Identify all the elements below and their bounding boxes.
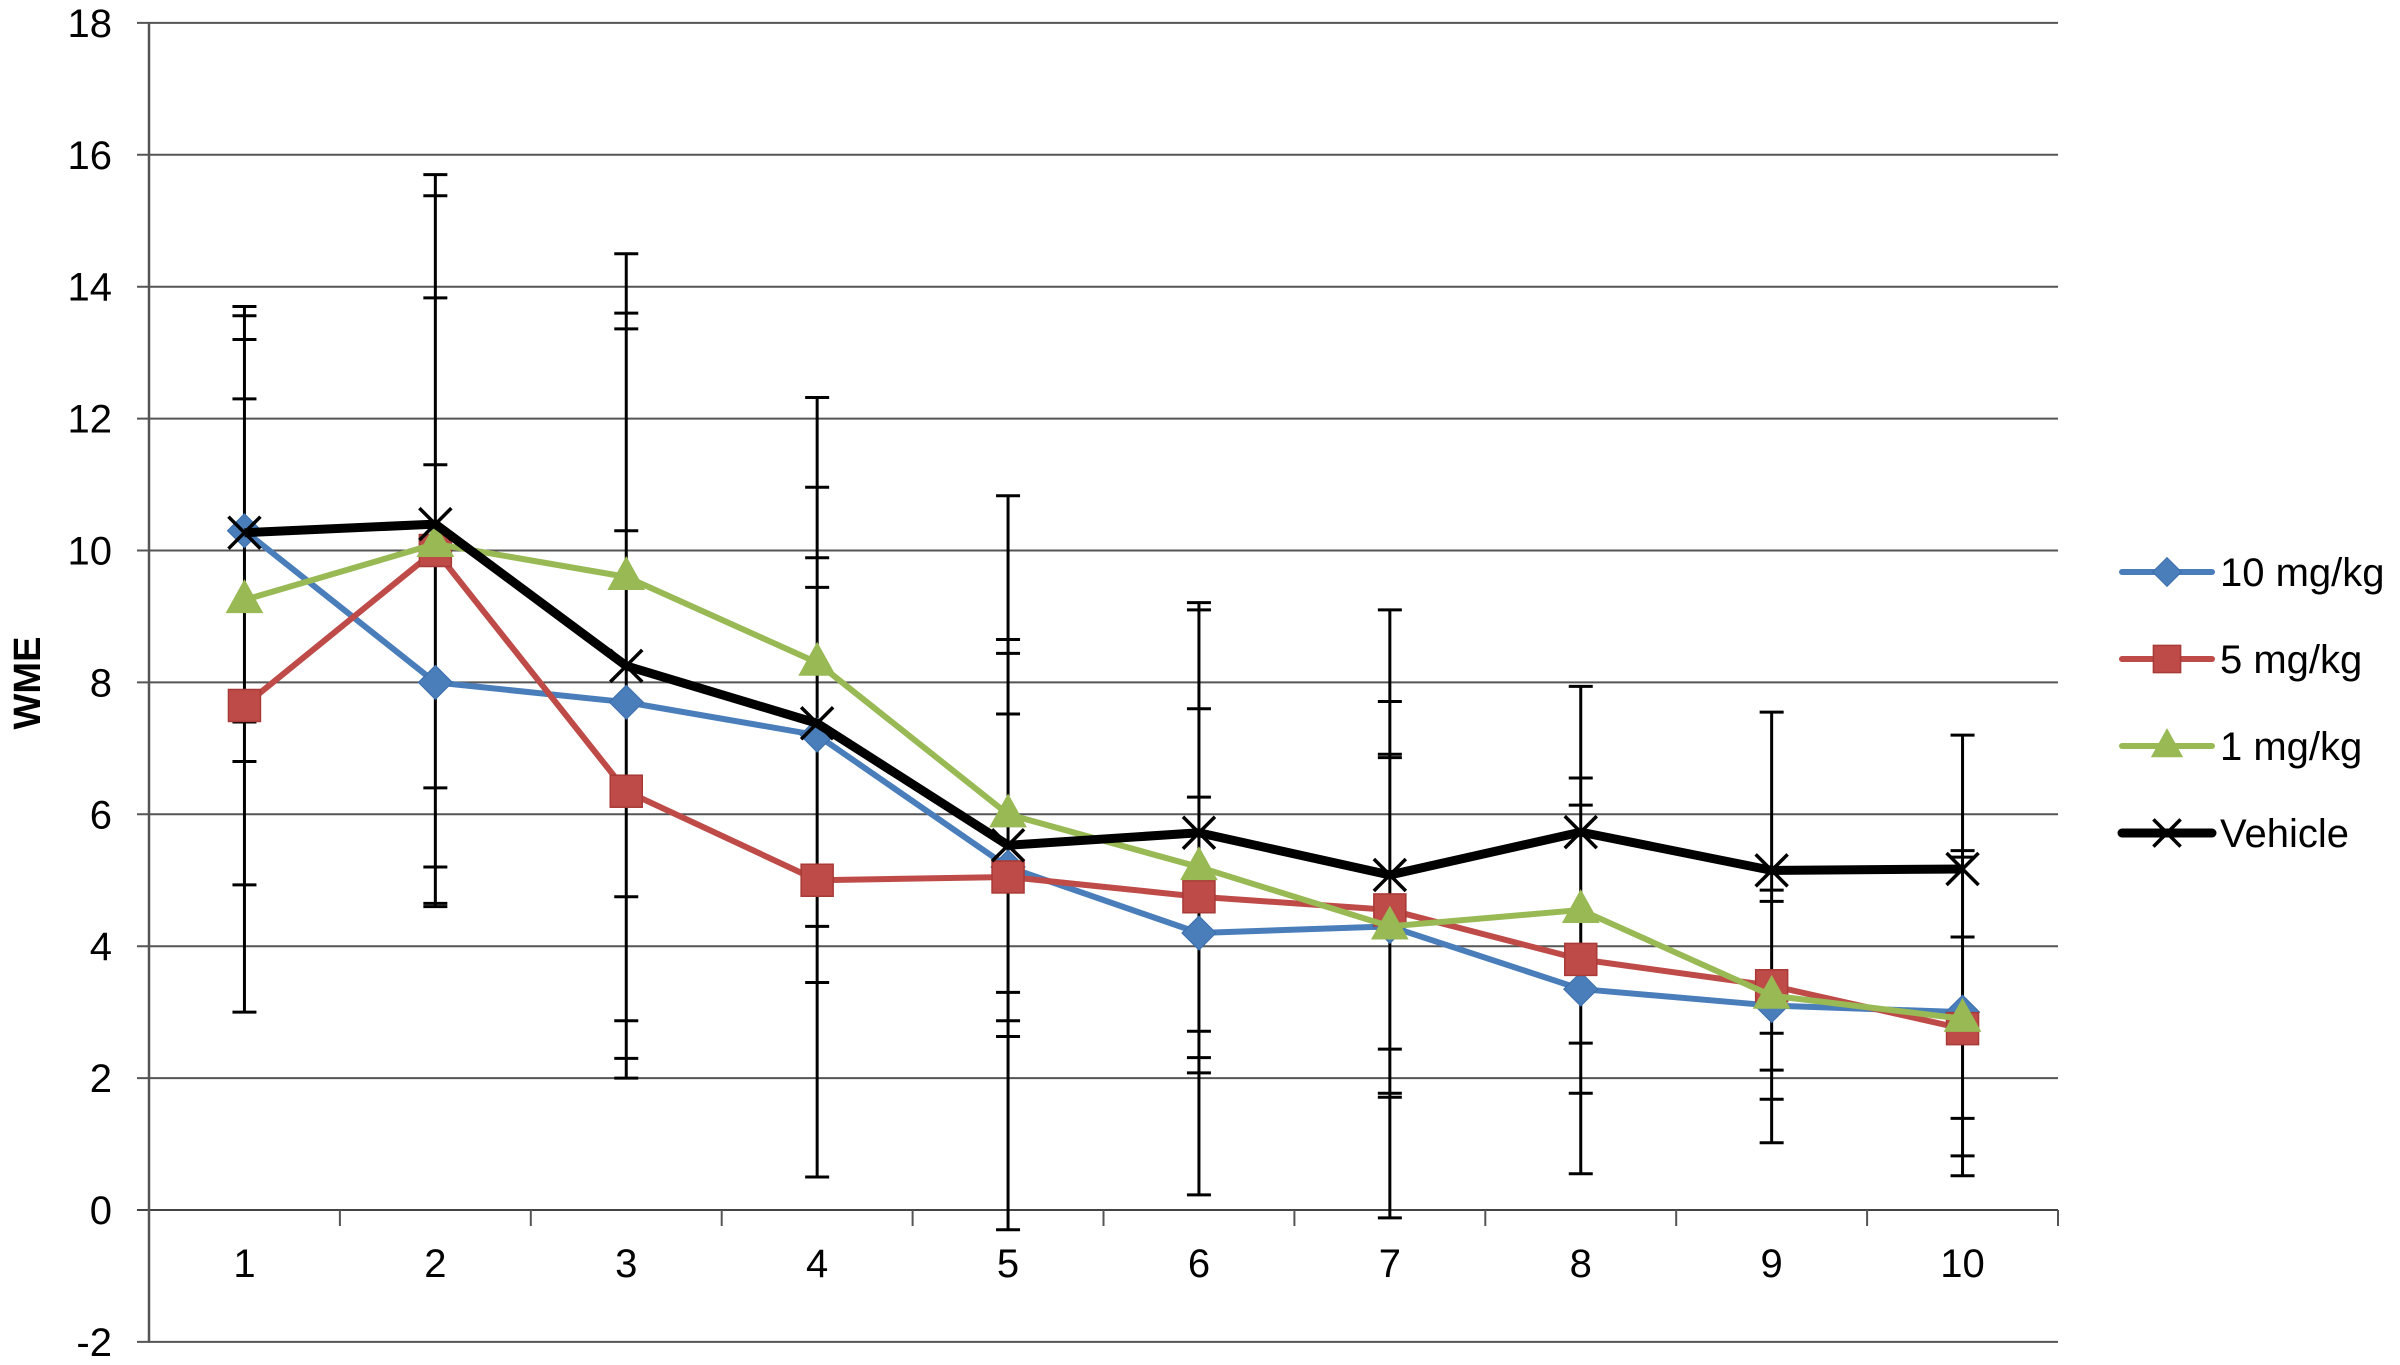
y-tick-label: 12 (68, 398, 113, 442)
legend-item: 5 mg/kg (2119, 638, 2362, 682)
x-tick-label: 9 (1761, 1242, 1783, 1286)
y-tick-label: 0 (90, 1189, 112, 1233)
series-10-mg-kg (226, 513, 1981, 1030)
y-tick-label: 10 (68, 530, 113, 574)
triangle-marker (989, 793, 1027, 828)
triangle-marker (1943, 997, 1982, 1032)
x-marker (990, 828, 1026, 863)
square-marker (609, 774, 643, 808)
y-axis-title: WME (7, 637, 49, 730)
triangle-marker (607, 556, 646, 590)
triangle-marker (798, 641, 836, 676)
y-tick-label: -2 (76, 1321, 112, 1365)
square-marker (2152, 644, 2182, 674)
y-axis: -2 0 2 4 6 8 10 12 14 16 18 (68, 2, 151, 1365)
diamond-marker (1181, 915, 1217, 951)
data-series (225, 506, 1982, 1046)
diamond-marker (2151, 556, 2183, 588)
triangle-marker (416, 523, 455, 558)
series-1-mg-kg (225, 523, 1982, 1032)
diamond-marker (1563, 971, 1599, 1007)
x-marker (418, 506, 453, 542)
x-tick-label: 10 (1940, 1242, 1985, 1286)
triangle-marker (1752, 974, 1791, 1009)
triangle-marker (1561, 889, 1600, 924)
x-tick-label: 6 (1188, 1242, 1210, 1286)
x-marker (799, 706, 835, 741)
series-line (243, 540, 1963, 1022)
square-marker (800, 863, 834, 897)
square-marker (1564, 942, 1598, 977)
square-marker (991, 860, 1025, 894)
x-marker (1563, 814, 1598, 850)
x-tick-label: 2 (424, 1242, 446, 1286)
diamond-marker (608, 684, 644, 720)
y-tick-label: 2 (90, 1057, 112, 1101)
x-marker (1181, 815, 1217, 851)
x-tick-label: 8 (1570, 1242, 1592, 1286)
series-line (242, 528, 1963, 1016)
legend-label: 10 mg/kg (2220, 551, 2385, 595)
x-marker (1372, 857, 1408, 893)
x-marker (1945, 851, 1980, 887)
square-marker (1182, 879, 1216, 914)
y-tick-label: 14 (68, 266, 113, 310)
legend-item: 10 mg/kg (2119, 551, 2385, 595)
x-tick-label: 3 (615, 1242, 637, 1286)
y-tick-label: 8 (90, 661, 112, 705)
legend: 10 mg/kg 5 mg/kg 1 mg/kg Vehicle (2117, 551, 2385, 856)
triangle-marker (1180, 846, 1218, 881)
diamond-marker (417, 664, 454, 701)
y-tick-label: 4 (90, 925, 112, 969)
x-marker (1754, 853, 1789, 888)
x-tick-label: 1 (233, 1242, 255, 1286)
series-5-mg-kg (227, 533, 1980, 1046)
y-tick-label: 18 (68, 2, 113, 46)
x-axis: 1 2 3 4 5 6 7 8 9 10 (148, 1210, 2059, 1286)
triangle-marker (1371, 905, 1409, 940)
x-marker (609, 648, 644, 684)
triangle-marker (2150, 728, 2184, 758)
legend-label: 5 mg/kg (2220, 638, 2362, 682)
series-line (244, 519, 1963, 880)
square-marker (227, 688, 262, 723)
y-tick-label: 16 (68, 134, 113, 178)
x-marker (227, 515, 262, 550)
legend-item: Vehicle (2117, 812, 2349, 856)
x-tick-label: 5 (997, 1242, 1019, 1286)
series-vehicle (227, 506, 1980, 893)
series-line (242, 547, 1964, 1032)
legend-item: 1 mg/kg (2119, 725, 2362, 769)
x-marker (2152, 818, 2182, 848)
error-bars (232, 173, 1975, 1232)
x-tick-label: 4 (806, 1242, 828, 1286)
legend-label: 1 mg/kg (2220, 725, 2362, 769)
y-tick-label: 6 (90, 793, 112, 837)
legend-label: Vehicle (2220, 812, 2349, 856)
x-tick-label: 7 (1379, 1242, 1401, 1286)
triangle-marker (225, 579, 264, 614)
